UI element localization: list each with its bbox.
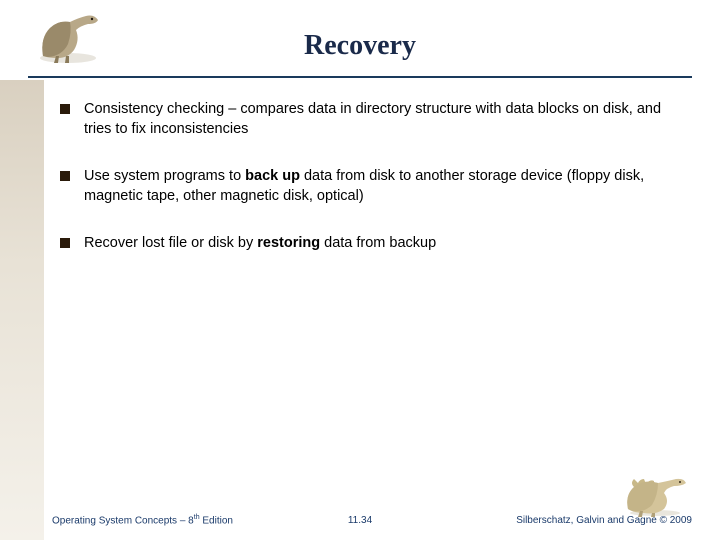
bullet-text: Consistency checking – compares data in …	[84, 100, 690, 139]
bullet-item: Consistency checking – compares data in …	[60, 100, 690, 139]
bullet-square-icon	[60, 238, 70, 248]
footer-page-number: 11.34	[348, 515, 372, 526]
bullet-text: Recover lost file or disk by restoring d…	[84, 234, 436, 254]
footer-copyright: Silberschatz, Galvin and Gagne © 2009	[516, 515, 692, 526]
slide-footer: Operating System Concepts – 8th Edition …	[0, 490, 720, 530]
dinosaur-top-icon	[28, 8, 108, 68]
left-sidebar	[0, 80, 44, 540]
slide-title: Recovery	[28, 0, 692, 62]
bullet-square-icon	[60, 104, 70, 114]
bullet-item: Use system programs to back up data from…	[60, 167, 690, 206]
bullet-text: Use system programs to back up data from…	[84, 167, 690, 206]
footer-left-text: Operating System Concepts – 8th Edition	[52, 514, 233, 526]
bullet-square-icon	[60, 171, 70, 181]
bullet-item: Recover lost file or disk by restoring d…	[60, 234, 690, 254]
slide-header: Recovery	[28, 0, 692, 78]
slide-content: Consistency checking – compares data in …	[60, 100, 690, 282]
